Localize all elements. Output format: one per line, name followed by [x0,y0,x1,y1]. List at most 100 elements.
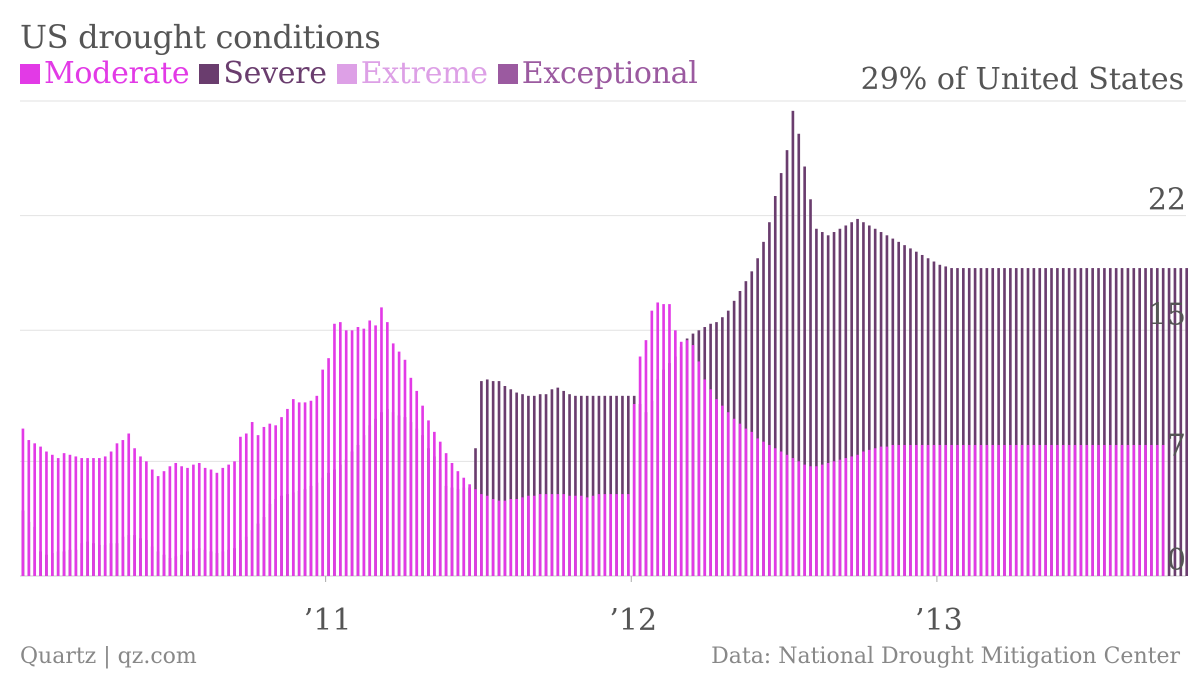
bar-moderate [192,464,195,576]
bar-severe [1073,268,1077,576]
bar-moderate [303,402,307,576]
bar-severe [1173,268,1177,576]
bar-severe [1108,268,1112,576]
chart-title: US drought conditions [20,18,381,56]
bar-moderate [973,444,977,576]
bar-moderate [726,412,730,576]
bar-severe [862,222,865,576]
bar-moderate [550,494,554,576]
bar-severe [1056,268,1059,576]
bar-severe [1020,268,1024,576]
bar-moderate [415,390,419,576]
bar-moderate [485,495,489,576]
bar-moderate [1056,444,1059,576]
bar-moderate [820,464,824,576]
bar-severe [509,389,513,576]
bar-moderate [697,361,701,576]
bar-moderate [286,408,289,576]
bar-moderate [103,456,107,576]
bar-severe [1155,268,1159,576]
bar-moderate [797,461,801,576]
bar-moderate [115,443,119,576]
bar-moderate [556,494,560,576]
bars [21,110,1189,577]
bar-moderate [1073,444,1077,576]
bar-moderate [1067,444,1071,576]
bar-severe [926,258,930,576]
bar-severe [532,395,536,576]
x-tick-label: ’11 [304,603,352,638]
bar-severe [1126,268,1130,576]
bar-moderate [738,423,742,576]
bar-severe [1044,268,1047,576]
x-axis-ticks: ’11 ’12 ’13 [304,576,963,638]
bar-moderate [98,458,101,576]
y-tick-label: 7 [1167,428,1186,463]
legend-label: Exceptional [521,56,698,91]
bar-moderate [521,497,524,576]
bar-moderate [932,444,936,576]
bar-moderate [462,477,466,576]
bar-moderate [815,466,818,576]
bar-moderate [180,466,183,576]
bar-severe [1079,268,1083,576]
bar-moderate [650,310,654,576]
legend: Moderate Severe Extreme Exceptional [20,56,708,91]
bar-moderate [732,418,736,576]
bar-moderate [1014,444,1018,576]
bar-moderate [915,444,918,576]
bar-moderate [468,484,471,576]
bar-severe [920,254,924,576]
bar-severe [544,394,548,576]
bar-severe [944,266,948,576]
bar-moderate [421,405,424,576]
bar-moderate [1032,444,1036,576]
y-axis-ticks: 0 7 15 22 [1148,183,1186,578]
bar-severe [815,228,818,576]
bar-severe [1167,268,1171,576]
bar-severe [932,261,936,576]
bar-moderate [56,458,60,576]
bar-moderate [262,426,266,576]
bar-moderate [621,494,624,576]
legend-swatch [336,63,357,84]
bar-moderate [497,500,501,576]
bar-moderate [1091,444,1094,576]
bar-moderate [644,340,648,576]
unit-annotation: 29% of United States [860,62,1184,97]
bar-moderate [538,494,542,576]
bar-moderate [668,304,671,576]
bar-moderate [133,448,136,576]
bar-severe [1032,268,1036,576]
bar-severe [1026,268,1030,576]
bar-severe [873,228,877,576]
bar-moderate [1138,444,1141,576]
bar-moderate [920,444,924,576]
bar-moderate [756,438,759,576]
bar-severe [791,110,795,576]
bar-moderate [1085,444,1089,576]
bar-moderate [374,325,377,576]
bar-moderate [356,327,360,576]
bar-moderate [773,448,777,576]
bar-moderate [1061,444,1065,576]
y-tick-label: 22 [1148,183,1186,218]
bar-severe [956,268,959,576]
bar-severe [979,268,983,576]
bar-severe [1050,268,1053,576]
bar-severe [621,395,624,576]
bar-severe [779,173,783,576]
bar-severe [497,381,501,576]
bar-severe [797,133,801,576]
bar-moderate [127,433,131,576]
bar-moderate [1132,444,1136,576]
bar-moderate [309,400,313,576]
legend-label: Extreme [360,56,488,91]
bar-severe [562,390,565,576]
bar-severe [1067,268,1071,576]
bar-severe [1161,268,1165,576]
bar-moderate [791,458,795,576]
bar-moderate [1161,444,1165,576]
bar-moderate [168,466,172,576]
bar-moderate [39,446,42,576]
